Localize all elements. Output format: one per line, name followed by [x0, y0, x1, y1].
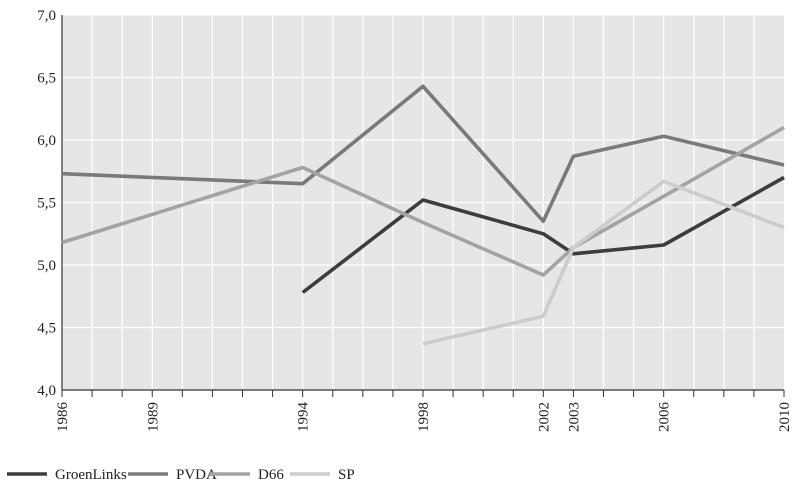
x-tick-label: 2003 [566, 402, 582, 432]
x-tick-label: 1989 [145, 402, 161, 432]
y-tick-label: 4,0 [37, 383, 56, 399]
series-line-sp [422, 179, 785, 346]
legend-label: GroenLinks [55, 467, 127, 483]
x-tick-label: 1998 [416, 402, 432, 432]
legend: GroenLinks PVDA D66 SP [7, 467, 355, 483]
y-tick-label: 6,0 [37, 133, 56, 149]
legend-label: PVDA [176, 467, 217, 483]
x-tick-label: 1986 [55, 402, 71, 433]
x-tick-label: 2006 [657, 402, 673, 433]
series-lines [61, 84, 785, 346]
axes: 4,0 4,5 5,0 5,5 6,0 6,5 7,0 1986 1989 1994 1998 200… [37, 8, 793, 432]
series-line-d66 [61, 125, 785, 277]
series-line-pvda [61, 84, 785, 224]
x-tick-label: 2002 [536, 402, 552, 432]
x-tick-label: 1994 [296, 402, 312, 433]
gridlines [62, 14, 784, 390]
y-tick-label: 7,0 [37, 8, 56, 24]
legend-label: SP [338, 467, 355, 483]
x-tick-label: 2010 [777, 402, 793, 432]
y-tick-label: 5,5 [37, 196, 56, 212]
series-line-groenlinks [301, 175, 785, 294]
y-tick-label: 4,5 [37, 321, 56, 337]
y-tick-label: 6,5 [37, 71, 56, 87]
y-tick-label: 5,0 [37, 258, 56, 274]
legend-label: D66 [258, 467, 284, 483]
